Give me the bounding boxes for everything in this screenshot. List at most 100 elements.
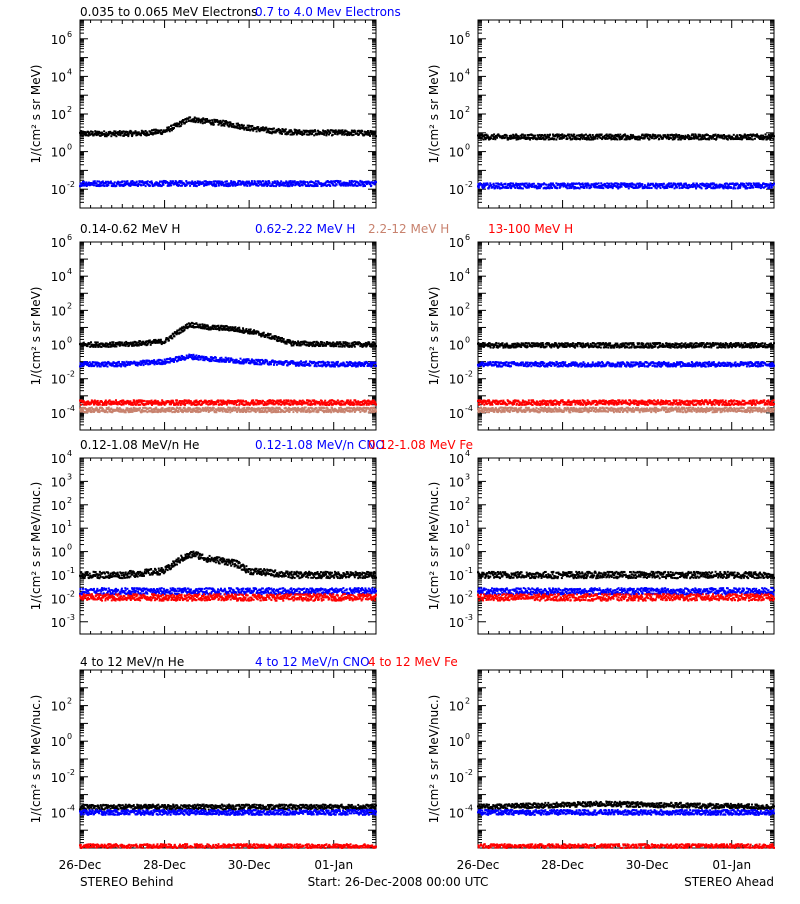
data-point [136, 181, 138, 183]
y-tick-exponent: 2 [67, 301, 72, 310]
data-point [228, 357, 230, 359]
y-tick-label: 10 [51, 407, 66, 421]
data-point [743, 183, 745, 185]
data-point [334, 366, 336, 368]
data-point [213, 123, 215, 125]
y-tick-label: 10 [51, 339, 66, 353]
data-point [641, 183, 643, 185]
data-point [269, 182, 271, 184]
data-point [369, 135, 371, 137]
data-point [540, 185, 542, 187]
data-point [752, 186, 754, 188]
data-point [94, 180, 96, 182]
data-point [649, 138, 651, 140]
y-tick-label: 10 [449, 146, 464, 160]
data-point [483, 138, 485, 140]
data-point [140, 134, 142, 136]
y-tick-exponent: -2 [67, 180, 75, 189]
data-point [263, 332, 265, 334]
y-tick-exponent: 0 [465, 143, 470, 152]
data-point [82, 134, 84, 136]
series-0-035-to-0-065-mev-electrons [79, 116, 377, 137]
legend-label: 0.7 to 4.0 Mev Electrons [255, 5, 401, 19]
y-tick-label: 10 [51, 146, 66, 160]
data-point [316, 365, 318, 367]
data-point [128, 133, 130, 135]
data-point [493, 183, 495, 185]
data-point [87, 345, 89, 347]
data-point [165, 341, 167, 343]
data-point [337, 361, 339, 363]
data-point [126, 131, 128, 133]
data-point [305, 360, 307, 362]
data-point [496, 137, 498, 139]
data-point [250, 328, 252, 330]
data-point [79, 134, 81, 136]
y-tick-exponent: -4 [67, 404, 75, 413]
data-point [243, 125, 245, 127]
data-point [234, 326, 236, 328]
y-tick-label: 10 [51, 270, 66, 284]
data-point [120, 365, 122, 367]
data-point [149, 339, 151, 341]
data-point [490, 137, 492, 139]
data-point [504, 137, 506, 139]
data-point [370, 184, 372, 186]
data-point [336, 184, 338, 186]
data-point [130, 131, 132, 133]
data-point [209, 120, 211, 122]
y-tick-exponent: 2 [465, 105, 470, 114]
data-point [773, 135, 775, 137]
data-point [505, 183, 507, 185]
data-point [733, 134, 735, 136]
data-point [323, 342, 325, 344]
data-point [339, 180, 341, 182]
data-point [238, 327, 240, 329]
data-point [649, 187, 651, 189]
series-0-035-to-0-065-mev-electrons [477, 133, 775, 140]
data-point [223, 125, 225, 127]
data-point [121, 180, 123, 182]
data-point [556, 187, 558, 189]
data-point [126, 180, 128, 182]
data-point [506, 135, 508, 137]
data-point [121, 342, 123, 344]
data-point [311, 133, 313, 135]
data-point [92, 131, 94, 133]
data-point [309, 364, 311, 366]
data-point [168, 126, 170, 128]
data-point [329, 185, 331, 187]
data-point [251, 180, 253, 182]
data-point [169, 130, 171, 132]
data-point [676, 186, 678, 188]
data-point [666, 187, 668, 189]
data-point [701, 187, 703, 189]
y-tick-exponent: 6 [67, 233, 72, 242]
data-point [375, 365, 377, 367]
data-point [585, 134, 587, 136]
data-point [769, 139, 771, 141]
data-point [273, 127, 275, 129]
data-point [752, 138, 754, 140]
data-point [566, 138, 568, 140]
data-point [628, 187, 630, 189]
data-point [201, 323, 203, 325]
data-point [601, 134, 603, 136]
y-tick-label: 10 [51, 108, 66, 122]
data-point [315, 180, 317, 182]
data-point [660, 187, 662, 189]
data-point [170, 335, 172, 337]
y-tick-label: 10 [51, 236, 66, 250]
data-point [564, 183, 566, 185]
data-point [257, 126, 259, 128]
data-point [256, 363, 258, 365]
data-point [553, 138, 555, 140]
data-point [189, 185, 191, 187]
data-point [107, 184, 109, 186]
data-point [228, 126, 230, 128]
data-point [621, 186, 623, 188]
data-point [363, 365, 365, 367]
